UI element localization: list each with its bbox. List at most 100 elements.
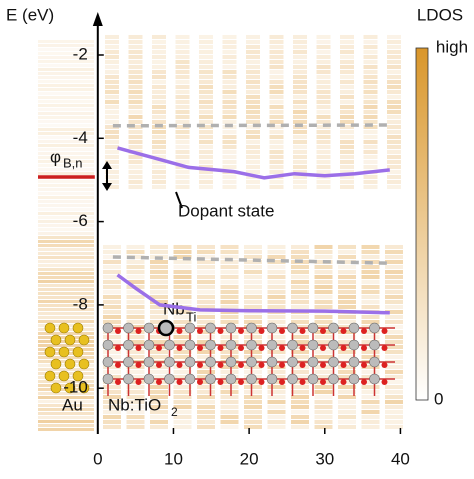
- ldos-blob: [105, 135, 119, 139]
- ldos-band: [38, 204, 94, 207]
- ldos-blob: [269, 35, 284, 39]
- ti-atom: [246, 322, 257, 334]
- ldos-blob: [385, 340, 403, 344]
- ldos-blob: [126, 390, 145, 394]
- ldos-blob: [128, 110, 143, 114]
- ti-atom: [369, 356, 380, 368]
- ldos-blob: [199, 115, 213, 119]
- colorbar-title: LDOS: [417, 5, 463, 24]
- nb-atom: [157, 319, 175, 337]
- ldos-blob: [244, 425, 262, 429]
- ldos-blob: [387, 120, 401, 124]
- ldos-blob: [197, 425, 215, 429]
- ldos-blob: [220, 300, 239, 304]
- ldos-blob: [150, 385, 168, 389]
- ldos-blob: [246, 110, 260, 114]
- ldos-blob: [387, 140, 401, 144]
- ldos-blob: [246, 60, 260, 64]
- ldos-blob: [338, 320, 356, 324]
- ti-atom: [348, 322, 360, 334]
- o-atom: [381, 345, 388, 351]
- ldos-blob: [244, 260, 262, 264]
- ldos-blob: [173, 320, 192, 324]
- ldos-blob: [387, 90, 401, 94]
- ldos-blob: [363, 130, 378, 134]
- ti-atom: [143, 356, 155, 368]
- ldos-blob: [175, 130, 190, 134]
- ldos-blob: [105, 160, 119, 164]
- ldos-blob: [197, 380, 215, 384]
- ldos-blob: [199, 110, 213, 114]
- o-atom: [320, 328, 326, 334]
- ldos-blob: [175, 110, 190, 114]
- ldos-blob: [387, 45, 401, 49]
- ti-atom: [348, 373, 360, 385]
- ldos-blob: [316, 40, 331, 44]
- ldos-blob: [173, 310, 192, 314]
- ti-atom: [205, 373, 216, 385]
- ldos-blob: [314, 295, 333, 299]
- ldos-blob: [150, 335, 168, 339]
- ldos-blob: [105, 85, 119, 89]
- ldos-blob: [220, 395, 239, 399]
- ldos-band: [38, 100, 94, 103]
- ldos-band: [38, 64, 94, 67]
- ldos-blob: [338, 285, 356, 289]
- ldos-blob: [222, 80, 237, 84]
- ldos-blob: [385, 275, 403, 279]
- ti-atom: [246, 356, 257, 368]
- ldos-blob: [361, 275, 380, 279]
- ldos-band: [38, 368, 94, 371]
- ldos-blob: [103, 425, 121, 429]
- ldos-blob: [244, 280, 262, 284]
- ldos-blob: [385, 425, 403, 429]
- ldos-blob: [246, 90, 260, 94]
- dopant-arrow: [175, 191, 183, 209]
- ldos-blob: [338, 400, 356, 404]
- ldos-blob: [152, 100, 166, 104]
- ldos-band: [38, 172, 94, 175]
- ldos-blob: [316, 180, 331, 184]
- ti-atom: [164, 356, 175, 368]
- ldos-blob: [340, 140, 354, 144]
- tio2-label: Nb:TiO: [108, 395, 161, 414]
- ldos-blob: [314, 385, 333, 389]
- ldos-blob: [103, 280, 121, 284]
- ldos-blob: [338, 425, 356, 429]
- ldos-blob: [126, 265, 145, 269]
- ldos-blob: [291, 275, 309, 279]
- ldos-blob: [197, 290, 215, 294]
- ldos-blob: [338, 270, 356, 274]
- ldos-blob: [267, 385, 286, 389]
- ldos-blob: [267, 400, 286, 404]
- ldos-blob: [340, 115, 354, 119]
- ldos-blob: [363, 60, 378, 64]
- ti-atom: [328, 356, 339, 368]
- ldos-band: [38, 132, 94, 135]
- ldos-blob: [387, 35, 401, 39]
- ldos-blob: [269, 110, 284, 114]
- ti-atom: [287, 373, 298, 385]
- ldos-blob: [197, 315, 215, 319]
- o-atom: [258, 362, 265, 368]
- ldos-blob: [316, 120, 331, 124]
- ldos-blob: [222, 95, 237, 99]
- y-tick-label: -8: [73, 294, 88, 313]
- ldos-blob: [314, 355, 333, 359]
- ldos-blob: [363, 100, 378, 104]
- ldos-band: [38, 76, 94, 79]
- ti-atom: [123, 356, 134, 368]
- o-atom: [135, 379, 142, 385]
- ldos-blob: [338, 315, 356, 319]
- au-atom: [64, 382, 76, 394]
- ldos-blob: [361, 330, 380, 334]
- ti-atom: [184, 339, 196, 351]
- ldos-blob: [385, 245, 403, 249]
- ldos-blob: [363, 75, 378, 79]
- ldos-blob: [152, 155, 166, 159]
- ldos-blob: [267, 305, 286, 309]
- ldos-blob: [152, 60, 166, 64]
- ldos-blob: [222, 70, 237, 74]
- ldos-blob: [385, 355, 403, 359]
- ti-atom: [225, 339, 237, 351]
